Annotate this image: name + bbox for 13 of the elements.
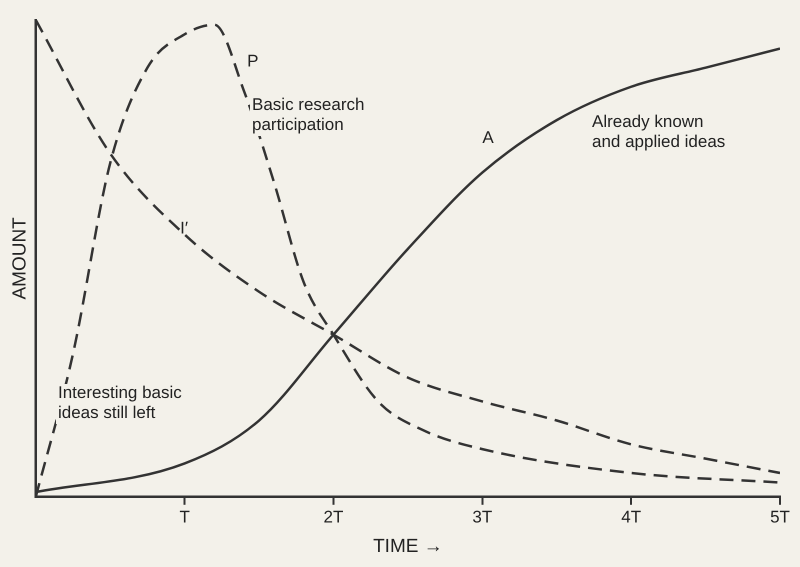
annotation: Basic research participation — [252, 95, 364, 134]
series-label: P — [247, 52, 258, 71]
series-label: I′ — [180, 218, 188, 238]
x-axis-title: TIME → — [373, 536, 443, 557]
x-tick-label: 4T — [621, 508, 642, 527]
x-tick-label: 5T — [770, 508, 790, 527]
x-tick-label: 3T — [472, 508, 492, 527]
series-label: A — [482, 128, 494, 147]
annotation: Already known and applied ideas — [592, 112, 726, 152]
x-tick-label: 2T — [324, 508, 344, 527]
x-tick-label: T — [179, 508, 190, 527]
annotation: Interesting basic ideas still left — [58, 383, 182, 422]
y-axis-title: AMOUNT — [10, 216, 31, 300]
